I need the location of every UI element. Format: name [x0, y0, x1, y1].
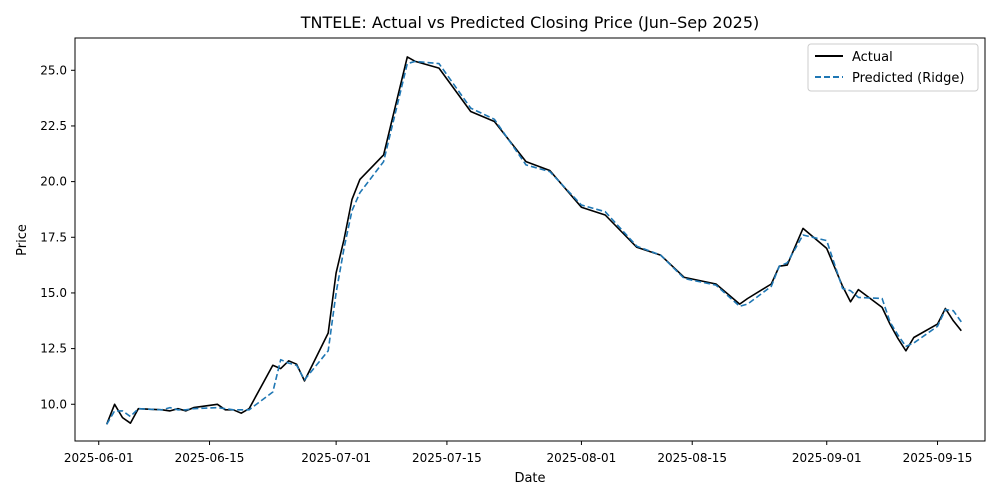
x-tick-label: 2025-07-01: [301, 451, 371, 465]
chart-title: TNTELE: Actual vs Predicted Closing Pric…: [300, 13, 760, 32]
y-axis-ticks: 10.0 12.5 15.0 17.5 20.0 22.5 25.0: [40, 63, 75, 411]
y-tick-label: 10.0: [40, 397, 67, 411]
y-tick-label: 20.0: [40, 175, 67, 189]
y-tick-label: 15.0: [40, 286, 67, 300]
x-tick-label: 2025-08-01: [547, 451, 617, 465]
series-line-actual: [105, 56, 962, 425]
x-tick-label: 2025-06-01: [64, 451, 134, 465]
plot-frame: [74, 37, 986, 442]
x-axis-ticks: 2025-06-01 2025-06-15 2025-07-01 2025-07-15…: [64, 441, 973, 465]
x-tick-label: 2025-09-01: [792, 451, 862, 465]
x-tick-label: 2025-08-15: [657, 451, 727, 465]
legend-label-predicted: Predicted (Ridge): [852, 71, 964, 86]
y-axis-label: Price: [15, 224, 30, 256]
x-tick-label: 2025-09-15: [903, 451, 973, 465]
series-line-predicted: [106, 60, 962, 425]
x-axis-label: Date: [514, 471, 545, 486]
y-tick-label: 12.5: [40, 342, 67, 356]
y-tick-label: 22.5: [40, 119, 67, 133]
legend-label-actual: Actual: [852, 50, 893, 65]
x-tick-label: 2025-07-15: [412, 451, 482, 465]
legend-box: [807, 43, 979, 92]
x-tick-label: 2025-06-15: [175, 451, 245, 465]
y-tick-label: 25.0: [40, 63, 67, 77]
legend: Actual Predicted (Ridge): [807, 43, 979, 92]
y-tick-label: 17.5: [40, 230, 67, 244]
series-layer: [105, 56, 962, 425]
